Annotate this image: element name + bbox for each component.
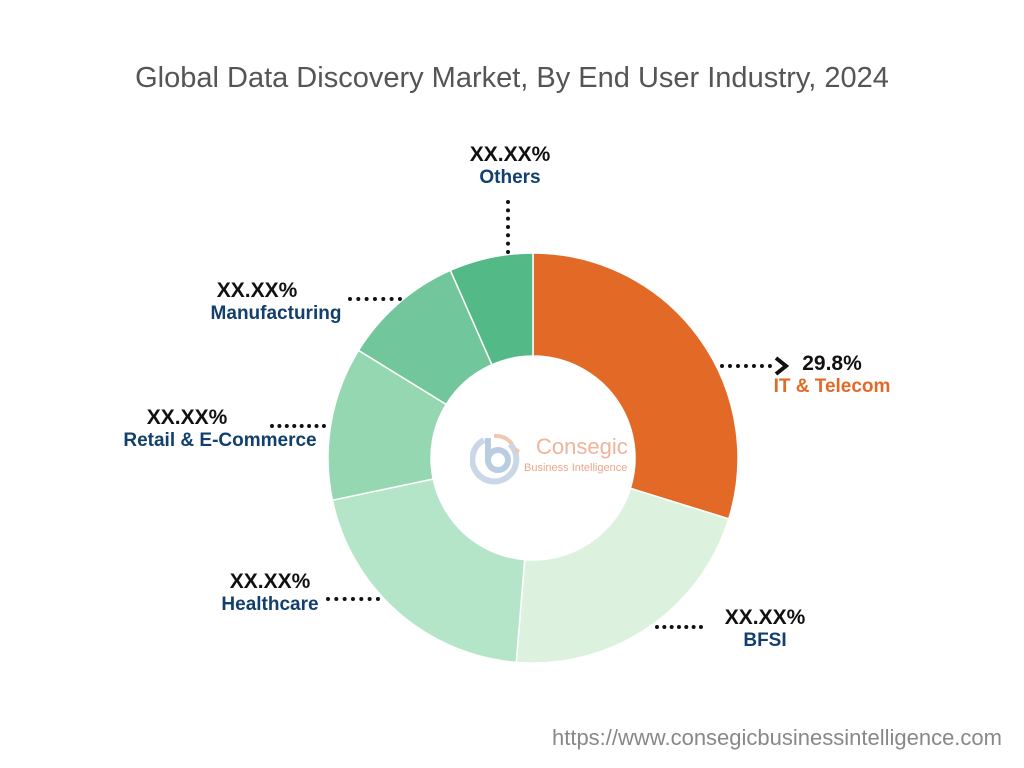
chart-title: Global Data Discovery Market, By End Use… [135, 62, 889, 94]
slice-healthcare [331, 478, 526, 664]
category-label: Healthcare [221, 594, 319, 615]
leader-others [506, 200, 510, 254]
category-label: IT & Telecom [773, 376, 891, 397]
source-url[interactable]: https://www.consegicbusinessintelligence… [551, 725, 1002, 750]
value-label: 29.8% [802, 352, 862, 375]
leader-it-telecom [720, 364, 772, 368]
label-bfsi: XX.XX% BFSI [700, 606, 830, 652]
slice-others [449, 252, 534, 366]
value-label: XX.XX% [146, 406, 228, 429]
logo-mark-icon [470, 433, 520, 485]
label-others: XX.XX% Others [440, 143, 580, 189]
slice-bfsi [515, 487, 730, 664]
leader-healthcare [326, 597, 380, 601]
value-label: XX.XX% [724, 606, 806, 629]
slice-it-telecom [532, 252, 739, 520]
label-healthcare: XX.XX% Healthcare [200, 570, 340, 616]
leader-manufacturing [348, 297, 402, 301]
label-manufacturing: XX.XX% Manufacturing [196, 279, 356, 325]
category-label: Retail & E-Commerce [123, 430, 317, 451]
label-it-telecom: 29.8% IT & Telecom [762, 352, 902, 398]
label-retail-ecommerce: XX.XX% Retail & E-Commerce [100, 406, 340, 452]
leader-retail [270, 424, 326, 428]
logo-tagline: Business Intelligence [524, 462, 628, 474]
consegic-logo: Consegic Business Intelligence [470, 430, 640, 490]
category-label: Others [479, 167, 541, 188]
value-label: XX.XX% [469, 143, 551, 166]
value-label: XX.XX% [229, 570, 311, 593]
category-label: BFSI [743, 630, 787, 651]
arrow-right-icon [774, 356, 790, 376]
value-label: XX.XX% [216, 279, 298, 302]
logo-name: Consegic [536, 434, 628, 459]
category-label: Manufacturing [210, 303, 342, 324]
leader-bfsi [655, 625, 703, 629]
